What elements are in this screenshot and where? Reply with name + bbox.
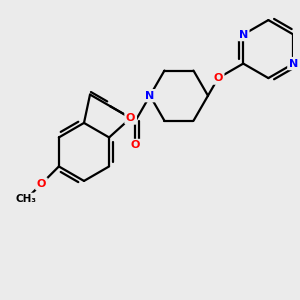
Text: N: N — [145, 91, 154, 101]
Text: CH₃: CH₃ — [16, 194, 37, 204]
Text: O: O — [213, 73, 223, 83]
Text: O: O — [126, 113, 135, 123]
Text: O: O — [37, 179, 46, 189]
Text: O: O — [131, 140, 140, 150]
Text: N: N — [289, 58, 298, 69]
Text: N: N — [238, 30, 248, 40]
